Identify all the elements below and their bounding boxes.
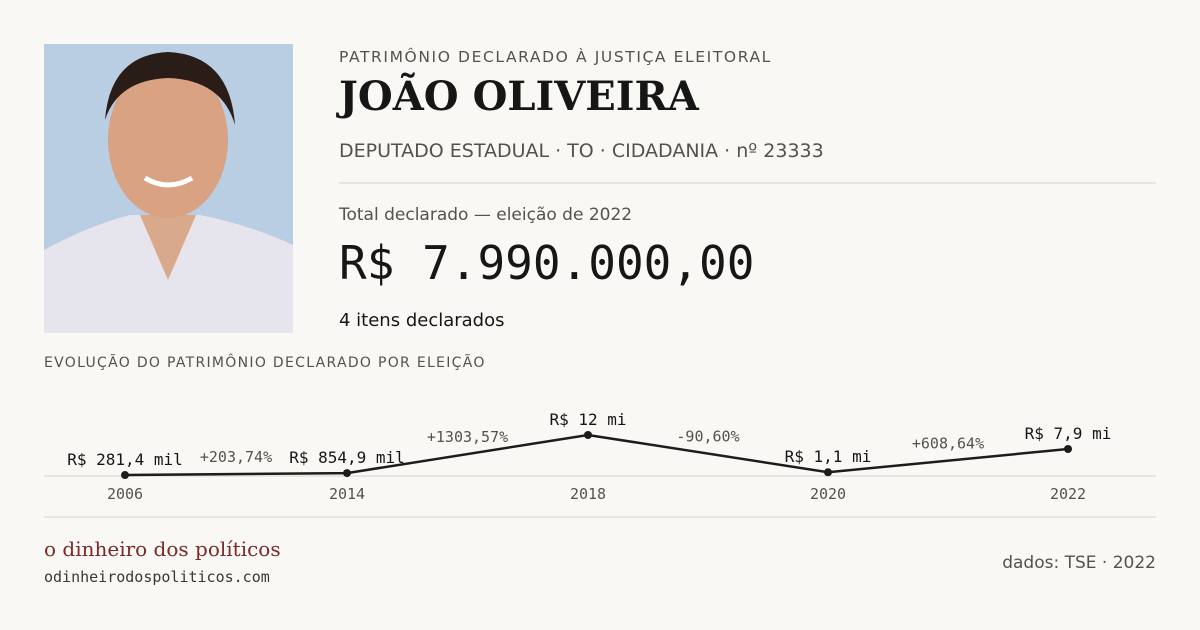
items-count: 4 itens declarados [339,310,505,331]
value-label: R$ 7,9 mi [1025,424,1112,443]
chart: R$ 281,4 mil 2006 R$ 854,9 mil 2014 R$ 12 mi… [67,410,1111,503]
candidate-subtitle: DEPUTADO ESTADUAL · TO · CIDADANIA · nº … [339,140,824,162]
change-label: +203,74% [200,448,272,466]
site-url: odinheirodospoliticos.com [44,568,270,586]
point [824,468,832,477]
point [1064,445,1072,454]
brand: o dinheiro dos políticos [44,537,281,561]
change-label: +608,64% [912,435,984,453]
x-tick-label: 2014 [329,485,365,503]
total-label: Total declarado — eleição de 2022 [338,205,632,225]
x-tick-label: 2018 [570,485,606,503]
change-label: +1303,57% [427,428,508,446]
value-label: R$ 281,4 mil [67,450,183,469]
total-value: R$ 7.990.000,00 [339,236,754,290]
photo [44,44,293,333]
kicker: PATRIMÔNIO DECLARADO À JUSTIÇA ELEITORAL [339,47,772,66]
change-label: -90,60% [676,428,739,446]
chart-title: EVOLUÇÃO DO PATRIMÔNIO DECLARADO POR ELE… [44,353,486,371]
x-tick-label: 2020 [810,485,846,503]
value-label: R$ 12 mi [549,410,626,429]
point [584,431,592,439]
point [343,469,351,478]
x-tick-label: 2022 [1050,485,1086,503]
data-source: dados: TSE · 2022 [1002,553,1156,573]
value-label: R$ 1,1 mi [785,447,872,466]
point [121,471,129,480]
value-label: R$ 854,9 mil [289,448,405,467]
candidate-name: JOÃO OLIVEIRA [336,73,700,120]
x-tick-label: 2006 [107,485,143,503]
